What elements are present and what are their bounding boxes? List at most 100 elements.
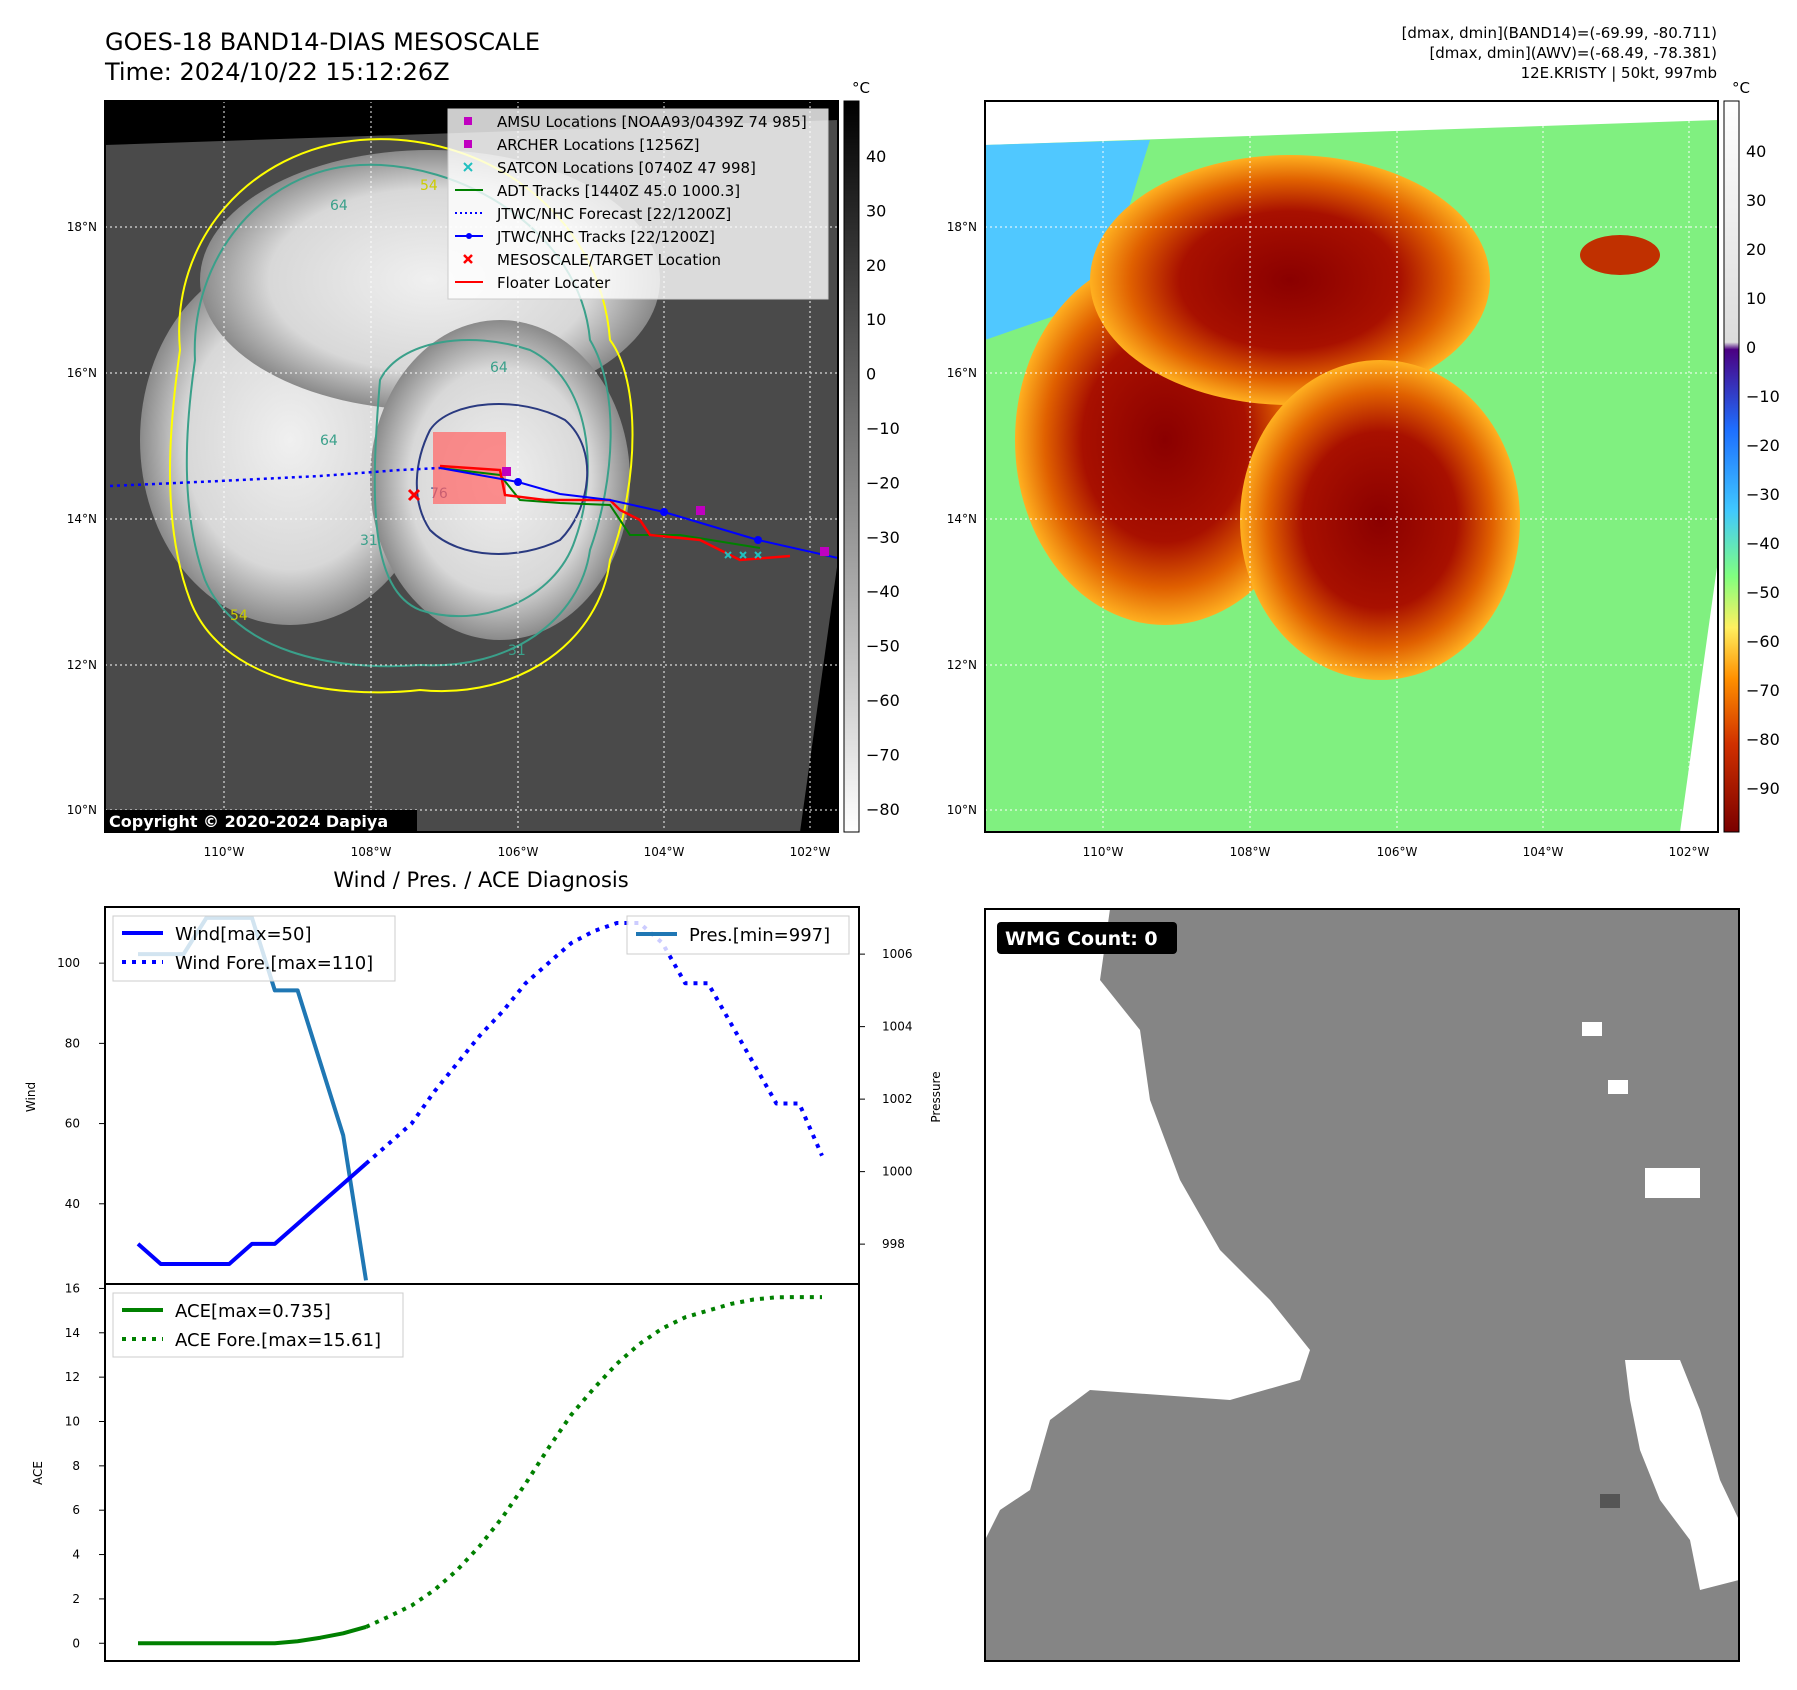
contour-label-7: 54 [230,608,248,624]
right-cloud-north [1090,155,1490,405]
ace-legend-label: ACE[max=0.735] [175,1301,331,1322]
left-colorbar-tick-4: 0 [866,365,876,384]
right-lon-label-106w: 106°W [1377,845,1418,859]
contour-label-3: 64 [490,360,508,376]
pres-ytick-label-0: 1006 [882,947,913,961]
left-colorbar-tick-5: −10 [866,419,900,438]
left-colorbar-tick-3: 10 [866,310,886,329]
left-colorbar-tick-10: −60 [866,691,900,710]
right-cyan-region [985,140,1150,340]
right-colorbar-tick-5: −10 [1746,387,1780,406]
copyright-text: Copyright © 2020-2024 Dapiya [109,812,388,831]
right-lat-label-16n: 16°N [947,366,977,380]
right-colorbar-ticks: 40 30 20 10 0 −10 −20 −30 −40 −50 −60 −70 −80 −90 [1746,142,1780,798]
satcon-markers [724,551,762,559]
right-colorbar-tick-11: −70 [1746,681,1780,700]
wmg-clear-region-east [1625,1360,1739,1590]
figure-title-line1: GOES-18 BAND14-DIAS MESOSCALE [105,28,540,56]
legend-label-forecast: JTWC/NHC Forecast [22/1200Z] [496,205,731,223]
right-colorbar-tick-12: −80 [1746,730,1780,749]
lon-label-110w: 110°W [204,845,245,859]
left-map-frame [104,100,839,833]
pres-legend-label: Pres.[min=997] [689,925,830,946]
wind-pressure-plot: 100 80 60 40 1006 1004 1002 1000 998 Wind Pressu… [24,906,943,1285]
stats-line3: 12E.KRISTY | 50kt, 997mb [1521,64,1717,82]
ace-line [138,1625,367,1646]
pres-ytick-label-4: 998 [882,1237,905,1251]
ace-plot-marks: 16 14 12 10 8 6 4 2 0 [65,1281,822,1650]
ace-legend-box [112,1292,404,1358]
right-colorbar [1723,100,1740,833]
legend-label-target: MESOSCALE/TARGET Location [497,251,721,269]
wind-plot-frame [104,906,860,1285]
wind-legend-box [112,915,396,982]
figure-title-line2: Time: 2024/10/22 15:12:26Z [104,58,450,86]
contour-54-outer [169,138,634,694]
ace-ytick-label-8: 0 [72,1636,80,1650]
right-lon-label-102w: 102°W [1669,845,1710,859]
pres-legend: Pres.[min=997] [626,915,850,955]
left-colorbar-tick-8: −40 [866,582,900,601]
right-colorbar-tick-13: −90 [1746,779,1780,798]
right-lat-label-14n: 14°N [947,512,977,526]
jtwc-track-points [514,478,762,544]
floater-track [439,464,791,562]
wmg-dark-pixel [1600,1494,1620,1508]
wind-legend: Wind[max=50] Wind Fore.[max=110] [112,915,396,982]
pres-ytick-label-3: 1000 [882,1165,913,1179]
ace-ytick-label-2: 12 [65,1370,80,1384]
right-colorbar-tick-7: −30 [1746,485,1780,504]
left-colorbar-tick-2: 20 [866,256,886,275]
legend-icon-tracks-dot [466,233,472,239]
ace-ytick-label-6: 4 [72,1548,80,1562]
lon-label-106w: 106°W [498,845,539,859]
stats-line2: [dmax, dmin](AWV)=(-68.49, -78.381) [1429,44,1717,62]
lon-label-104w: 104°W [644,845,685,859]
wmg-frame [984,908,1740,1662]
right-colorbar-tick-0: 40 [1746,142,1766,161]
right-lon-label-110w: 110°W [1083,845,1124,859]
lat-label-14n: 14°N [67,512,97,526]
ace-ytick-label-7: 2 [72,1592,80,1606]
wind-ytick-label-2: 60 [65,1117,80,1131]
right-lat-label-18n: 18°N [947,220,977,234]
wind-ytick-label-3: 40 [65,1197,80,1211]
wmg-clear-region-west [985,909,1310,1540]
left-colorbar-tick-6: −20 [866,473,900,492]
amsu-markers [502,467,829,556]
right-map-nodata-right [1680,101,1718,832]
right-map-frame [984,100,1719,833]
lat-label-16n: 16°N [67,366,97,380]
ace-ytick-label-1: 14 [65,1326,80,1340]
right-lat-label-12n: 12°N [947,658,977,672]
left-map-lon-labels: 110°W 108°W 106°W 104°W 102°W [204,845,831,859]
lat-label-10n: 10°N [67,803,97,817]
left-colorbar-tick-11: −70 [866,745,900,764]
ace-plot: 16 14 12 10 8 6 4 2 0 ACE ACE[max=0.735] ACE For… [31,1281,860,1662]
track-legend: AMSU Locations [NOAA93/0439Z 74 985] ARC… [447,108,829,300]
ace-ytick-label-4: 8 [72,1459,80,1473]
diagnosis-title: Wind / Pres. / ACE Diagnosis [333,868,628,892]
wind-fore-legend-label: Wind Fore.[max=110] [175,953,373,974]
wind-ytick-label-0: 100 [57,956,80,970]
right-colorbar-tick-6: −20 [1746,436,1780,455]
legend-label-archer: ARCHER Locations [1256Z] [497,136,700,154]
left-map-lat-labels: 18°N 16°N 14°N 12°N 10°N [67,220,97,817]
legend-icon-satcon [463,162,473,172]
lon-label-102w: 102°W [790,845,831,859]
right-colorbar-tick-3: 10 [1746,289,1766,308]
right-colorbar-tick-10: −60 [1746,632,1780,651]
wmg-clear-patch-2 [1608,1080,1628,1094]
ace-axis-label: ACE [31,1461,45,1485]
right-colorbar-tick-9: −50 [1746,583,1780,602]
right-map-lon-labels: 110°W 108°W 106°W 104°W 102°W [1083,845,1710,859]
left-colorbar-unit: °C [852,79,870,97]
legend-label-floater: Floater Locater [497,274,611,292]
pressure-axis-label: Pressure [929,1071,943,1122]
left-map-nodata-right [800,101,838,832]
wmg-count-badge [997,922,1177,954]
lat-label-12n: 12°N [67,658,97,672]
right-lon-label-108w: 108°W [1230,845,1271,859]
right-lon-label-104w: 104°W [1523,845,1564,859]
legend-icon-amsu [464,117,472,125]
